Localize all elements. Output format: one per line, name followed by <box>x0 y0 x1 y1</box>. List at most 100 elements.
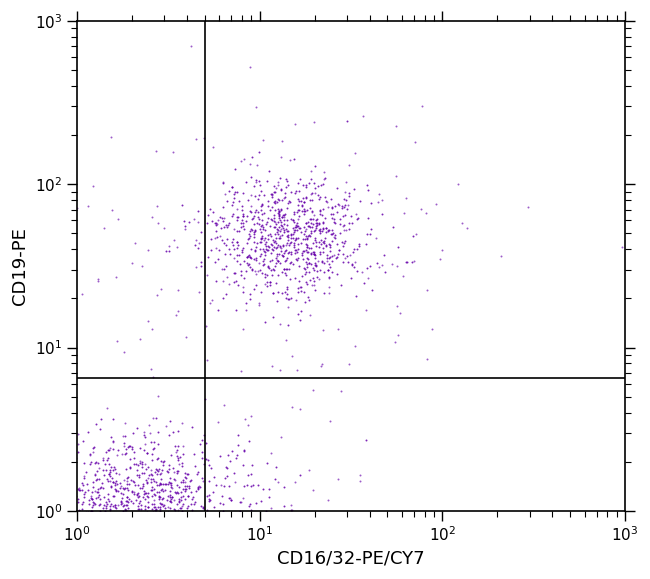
Point <box>114 523 125 532</box>
Point <box>42 520 53 529</box>
Point <box>116 498 127 507</box>
Point <box>228 468 239 478</box>
Point <box>172 454 183 463</box>
Point <box>105 518 116 527</box>
Point <box>118 441 129 450</box>
Point <box>330 218 341 228</box>
Point <box>245 159 255 168</box>
Point <box>163 479 174 489</box>
Point <box>299 229 309 239</box>
Point <box>249 233 259 242</box>
Point <box>151 146 161 155</box>
Point <box>176 493 187 502</box>
Point <box>290 245 300 255</box>
Point <box>112 551 122 560</box>
Point <box>333 250 343 259</box>
Point <box>114 533 125 543</box>
Point <box>163 460 174 469</box>
Point <box>87 494 98 503</box>
Point <box>283 226 293 236</box>
Point <box>33 479 44 488</box>
Point <box>233 560 244 570</box>
Point <box>130 239 140 248</box>
Point <box>142 478 152 488</box>
Point <box>220 569 231 578</box>
Point <box>141 478 151 487</box>
Point <box>296 287 306 296</box>
Point <box>64 464 74 473</box>
Point <box>276 184 287 193</box>
Point <box>282 239 293 248</box>
Point <box>261 530 271 540</box>
Point <box>301 181 311 190</box>
Point <box>104 496 114 505</box>
Point <box>147 516 157 526</box>
Point <box>258 225 268 234</box>
Point <box>497 252 507 261</box>
Point <box>142 449 153 458</box>
Point <box>83 543 94 552</box>
Point <box>281 182 291 191</box>
Point <box>194 482 205 492</box>
Point <box>214 232 225 241</box>
Point <box>101 503 111 512</box>
Point <box>366 225 376 234</box>
Point <box>289 238 300 247</box>
Point <box>309 280 319 290</box>
Point <box>238 287 248 296</box>
Point <box>177 562 188 571</box>
Point <box>255 202 266 211</box>
Point <box>270 474 281 483</box>
Point <box>305 311 315 320</box>
Point <box>392 301 402 310</box>
Point <box>295 283 306 292</box>
Point <box>196 501 207 510</box>
Point <box>294 471 305 480</box>
Point <box>280 209 291 218</box>
Point <box>183 469 194 478</box>
Point <box>251 281 261 290</box>
Point <box>222 273 232 282</box>
Point <box>89 519 99 529</box>
Point <box>270 188 280 197</box>
Point <box>307 247 318 256</box>
Point <box>283 265 294 274</box>
Point <box>169 526 179 535</box>
Point <box>400 193 411 203</box>
Point <box>208 142 218 151</box>
Point <box>99 501 110 510</box>
Point <box>141 492 151 501</box>
Point <box>70 461 80 470</box>
Point <box>77 478 87 488</box>
Point <box>108 437 118 446</box>
Point <box>336 386 346 395</box>
Point <box>144 523 155 532</box>
Point <box>296 197 306 206</box>
Point <box>155 503 165 512</box>
Point <box>20 474 30 483</box>
Point <box>265 248 276 258</box>
Point <box>276 433 287 442</box>
Point <box>279 501 289 510</box>
Point <box>140 439 150 448</box>
Point <box>251 206 261 215</box>
Point <box>285 258 296 267</box>
Point <box>283 233 293 242</box>
Point <box>264 492 274 501</box>
Point <box>166 450 177 459</box>
Point <box>227 519 238 529</box>
Point <box>294 405 305 414</box>
Point <box>47 505 57 514</box>
Point <box>91 533 101 542</box>
Point <box>352 214 362 223</box>
Point <box>280 336 291 345</box>
Point <box>239 481 249 490</box>
Point <box>96 414 107 423</box>
Point <box>326 195 337 204</box>
Point <box>291 255 302 264</box>
Point <box>57 468 67 478</box>
Point <box>16 459 27 468</box>
Point <box>211 244 221 253</box>
Point <box>370 233 381 243</box>
Point <box>408 231 419 240</box>
